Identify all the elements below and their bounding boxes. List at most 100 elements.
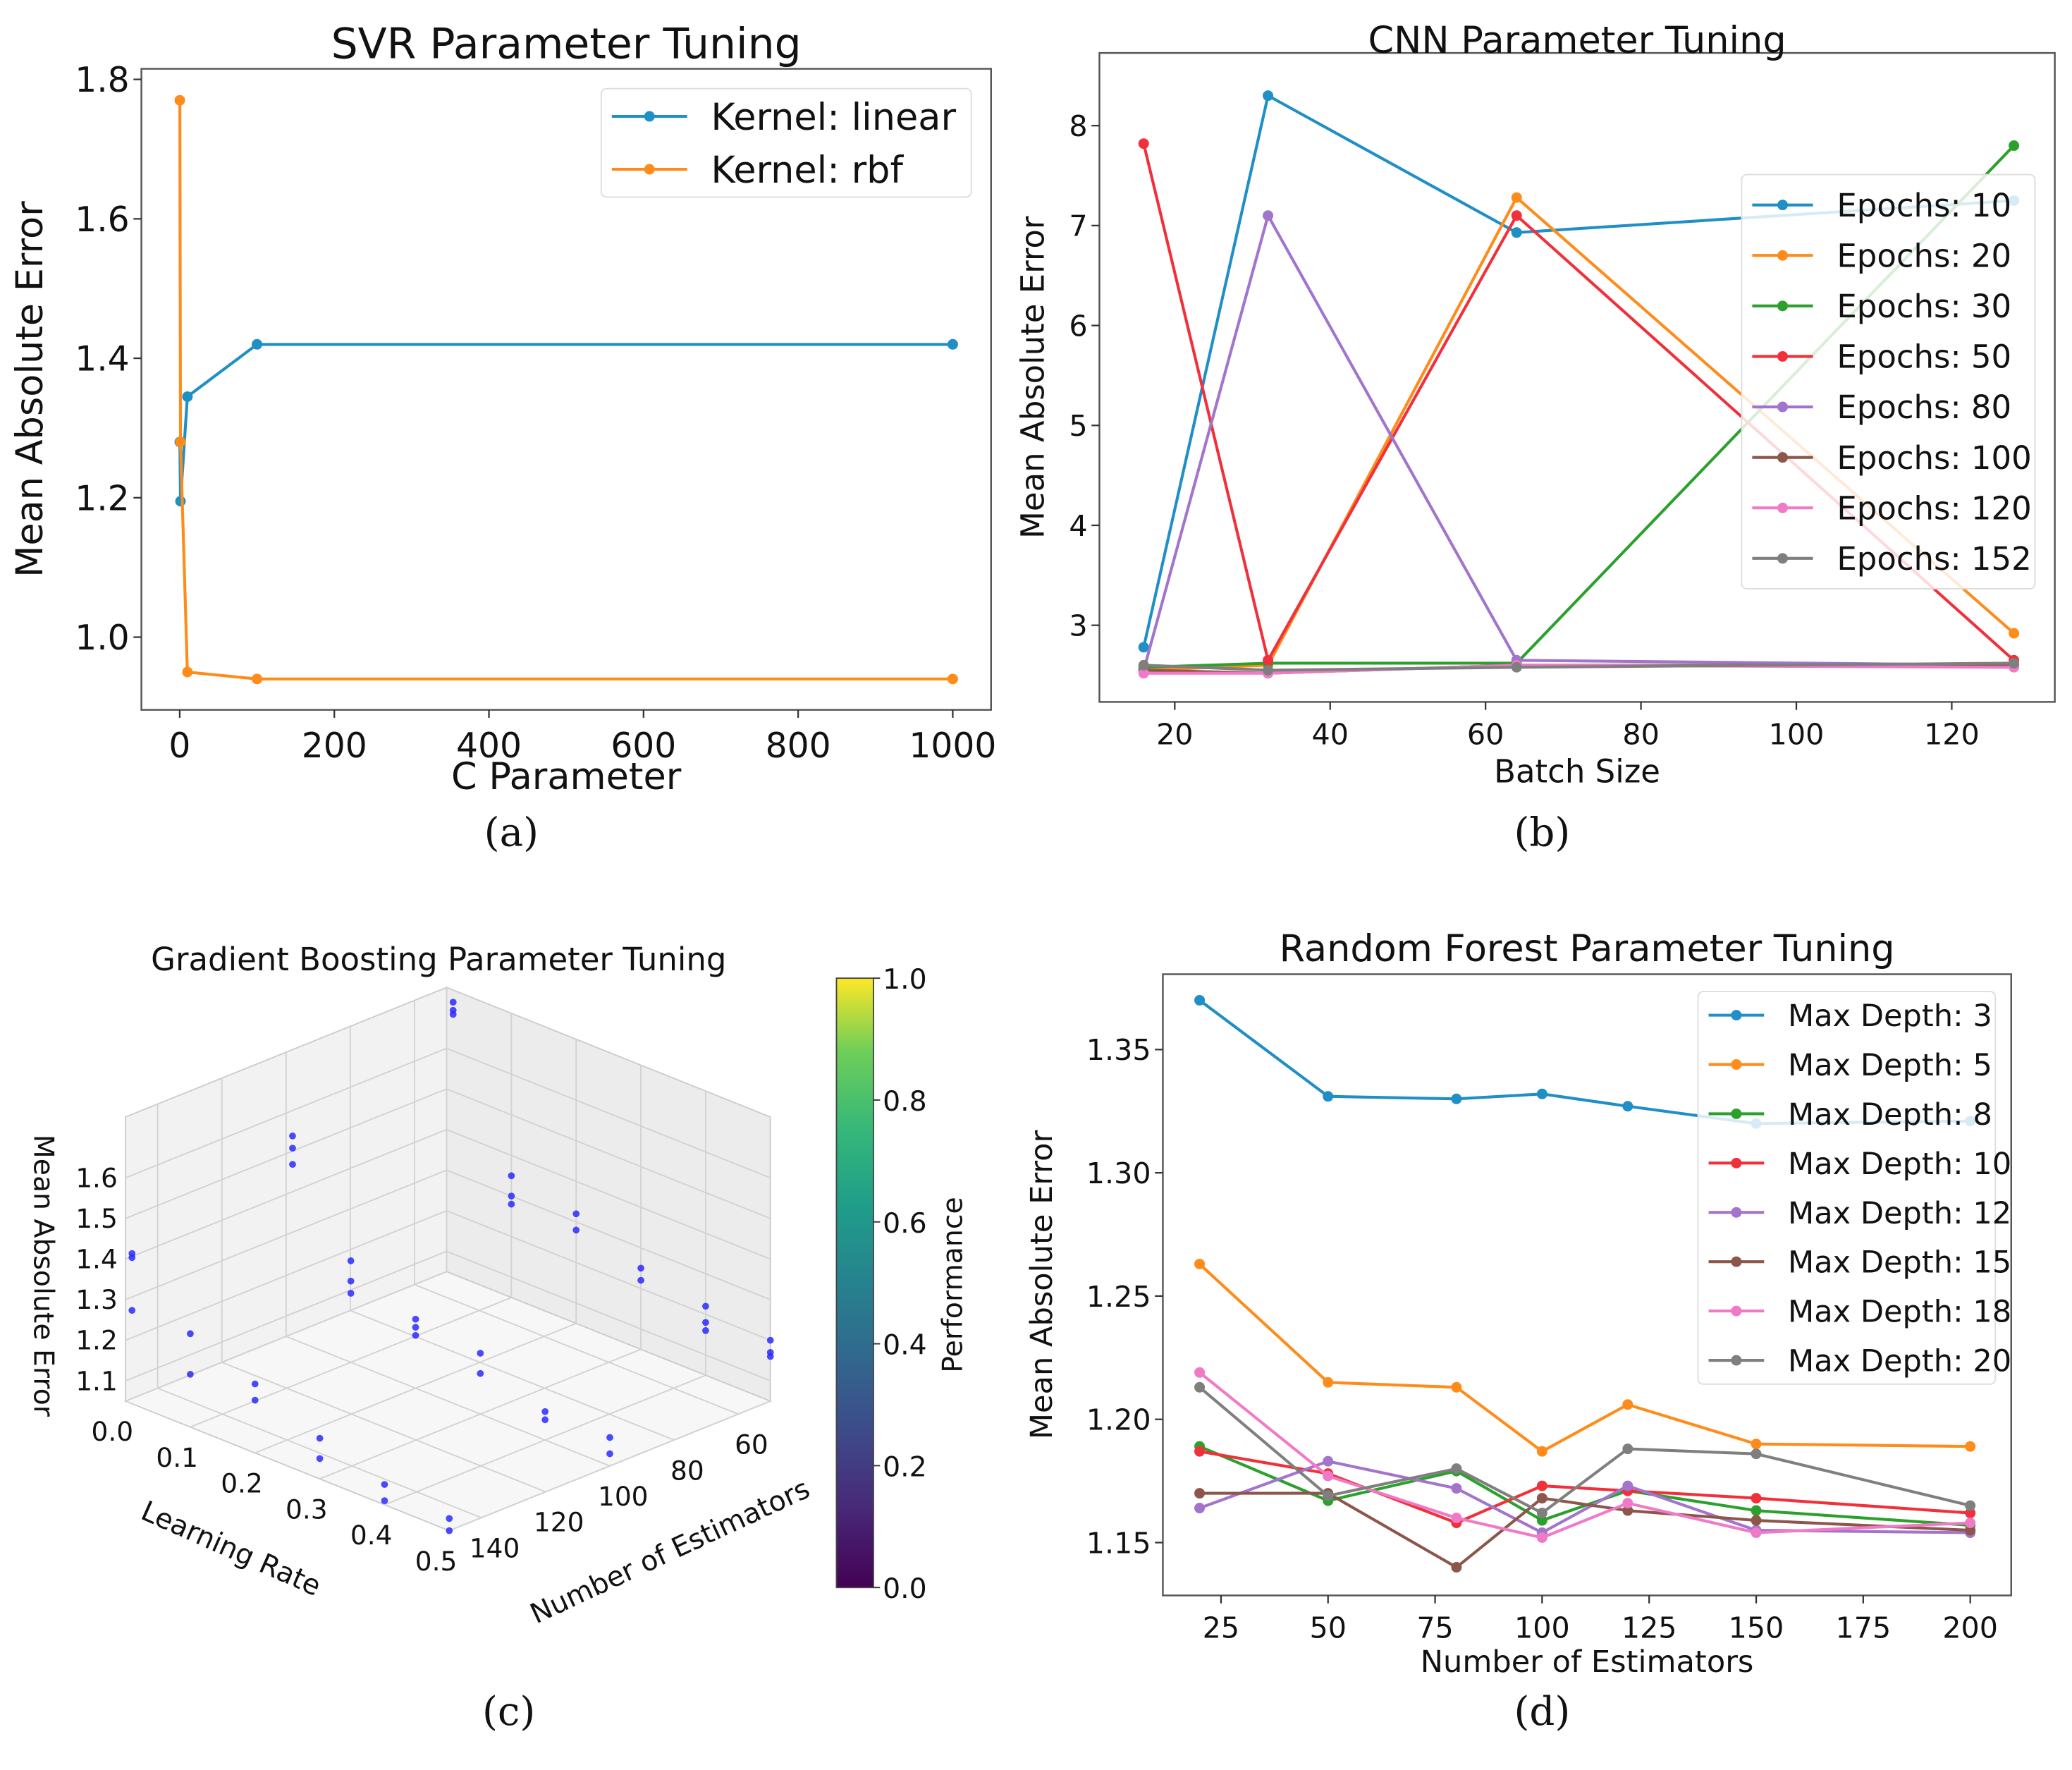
data-point <box>1751 1448 1762 1460</box>
data-point <box>1751 1527 1762 1539</box>
data-point <box>347 1290 355 1297</box>
legend-marker <box>1777 553 1789 564</box>
legend-label: Max Depth: 12 <box>1788 1196 2011 1231</box>
y-tick-label: 1.35 <box>1086 1033 1151 1067</box>
legend-marker <box>1731 1305 1742 1317</box>
legend-marker <box>1777 401 1789 413</box>
y-tick-label: 1.6 <box>75 200 129 240</box>
data-point <box>2009 628 2020 639</box>
data-point <box>1965 1441 1976 1452</box>
legend-label: Epochs: 120 <box>1837 489 2031 527</box>
data-point <box>1451 1513 1462 1524</box>
data-point <box>1138 138 1149 149</box>
data-point <box>252 338 263 350</box>
data-point <box>316 1434 324 1442</box>
data-point <box>1451 1463 1462 1475</box>
data-point <box>1622 1480 1633 1491</box>
x-tick-label: 800 <box>766 726 831 766</box>
legend-marker <box>1731 1157 1742 1168</box>
data-point <box>1323 1490 1334 1501</box>
data-point <box>175 437 186 448</box>
data-point <box>1451 1561 1462 1573</box>
data-point <box>381 1481 388 1488</box>
data-point <box>1622 1101 1633 1112</box>
x-tick-label: 150 <box>1729 1611 1784 1644</box>
x-tick-label: 125 <box>1622 1611 1677 1644</box>
data-point <box>766 1336 774 1344</box>
grid-line <box>125 1210 447 1341</box>
colorbar-tick-label: 0.8 <box>883 1085 927 1118</box>
data-point <box>2009 140 2020 152</box>
x-tick-label: 80 <box>1622 717 1659 751</box>
data-point <box>572 1210 580 1218</box>
series-line-7 <box>1144 661 2014 672</box>
legend: Kernel: linear Kernel: rbf <box>600 87 972 198</box>
x-tick-label: 0.0 <box>92 1416 134 1447</box>
data-point <box>766 1353 774 1360</box>
data-point <box>1511 192 1522 203</box>
data-point <box>1511 227 1522 238</box>
data-point <box>1622 1399 1633 1410</box>
data-point <box>252 673 263 685</box>
data-point <box>1194 1503 1206 1514</box>
legend-marker <box>1731 1059 1742 1070</box>
series-line-4 <box>1142 214 2014 671</box>
legend-marker <box>1731 1256 1742 1267</box>
legend-label: Epochs: 50 <box>1837 338 2011 376</box>
data-point <box>182 391 193 402</box>
grid-line <box>446 1169 771 1300</box>
data-point <box>251 1396 259 1404</box>
svr-chart: SVR Parameter Tuning C Parameter Mean Abso… <box>8 20 996 856</box>
data-point <box>1751 1493 1762 1504</box>
data-point <box>1536 1480 1547 1491</box>
y-tick-label: 1.2 <box>75 479 129 518</box>
x-tick-label: 200 <box>1942 1611 1998 1644</box>
z-axis-label: Mean Absolute Error <box>27 1135 60 1417</box>
legend-marker <box>644 164 655 175</box>
legend-box <box>600 87 972 198</box>
chart-title: CNN Parameter Tuning <box>1368 19 1786 62</box>
data-point <box>606 1450 613 1458</box>
y-tick-label: 120 <box>534 1507 584 1538</box>
data-point <box>412 1315 419 1323</box>
z-tick-label: 1.3 <box>75 1284 118 1315</box>
grid-line <box>446 1210 771 1341</box>
y-axis-label: Number of Estimators <box>525 1472 814 1630</box>
legend-label: Max Depth: 15 <box>1788 1245 2011 1281</box>
x-axis-label: Number of Estimators <box>1421 1644 1754 1680</box>
grid-line <box>350 1310 675 1441</box>
data-point <box>508 1192 515 1200</box>
legend-marker <box>1777 300 1789 312</box>
data-point <box>347 1257 355 1264</box>
data-point <box>128 1307 136 1314</box>
chart-title: Gradient Boosting Parameter Tuning <box>151 941 726 978</box>
legend-label: Epochs: 80 <box>1837 389 2011 426</box>
data-point <box>1263 210 1274 221</box>
grid-line <box>157 1387 482 1519</box>
legend-marker <box>1777 250 1789 261</box>
gradient-boosting-chart: 0.0 0.1 0.2 0.3 0.4 0.5 60 80 100 120 140 1.1 1.2 1.3… <box>27 941 969 1735</box>
data-point <box>412 1324 419 1331</box>
data-point <box>449 1011 457 1018</box>
colorbar-label: Performance <box>937 1197 969 1372</box>
data-point <box>1536 1446 1547 1457</box>
data-point <box>637 1264 644 1272</box>
y-tick-label: 1.8 <box>75 61 129 100</box>
data-point <box>1194 1381 1206 1393</box>
data-point <box>1451 1483 1462 1494</box>
data-point <box>1323 1377 1334 1388</box>
y-tick-label: 1.0 <box>75 618 129 658</box>
y-tick-label: 4 <box>1069 509 1087 543</box>
x-tick-label: 100 <box>1514 1611 1570 1644</box>
data-point <box>541 1408 549 1415</box>
legend-label: Max Depth: 3 <box>1788 999 1992 1034</box>
legend-label: Epochs: 30 <box>1837 288 2011 325</box>
data-point <box>1622 1444 1633 1455</box>
grid-line <box>125 1250 447 1382</box>
data-point <box>1622 1498 1633 1509</box>
data-point <box>2009 658 2020 669</box>
legend-marker <box>1777 350 1789 362</box>
grid-line <box>125 1169 447 1300</box>
y-tick-label: 100 <box>598 1481 649 1512</box>
data-point <box>1451 1093 1462 1104</box>
